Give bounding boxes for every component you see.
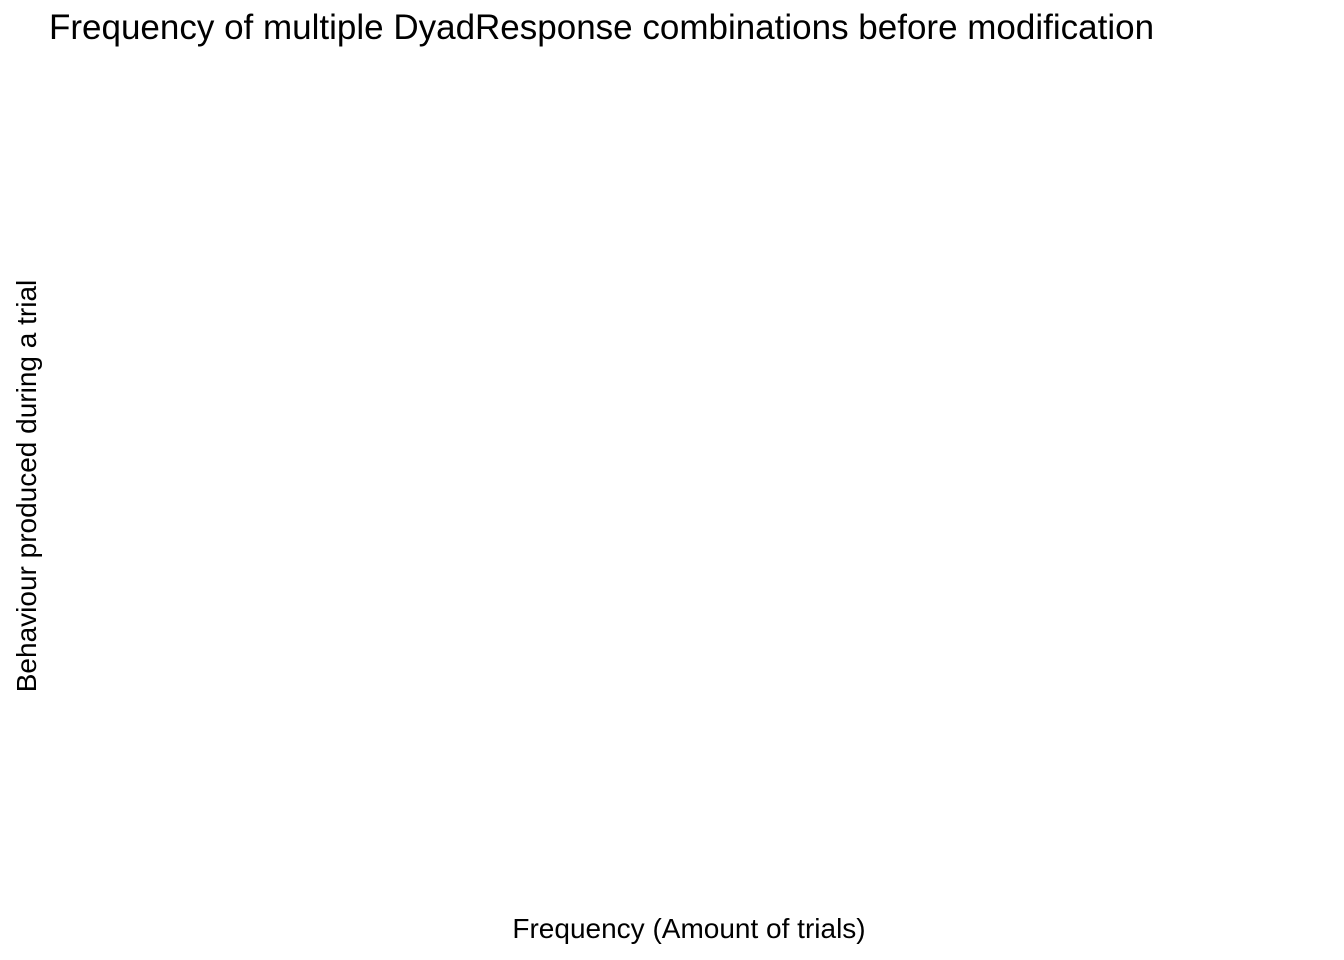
plot-area — [60, 60, 1320, 900]
x-axis-label: Frequency (Amount of trials) — [512, 913, 866, 944]
y-axis-label: Behaviour produced during a trial — [11, 279, 42, 693]
plot-svg — [60, 60, 1320, 900]
chart-title: Frequency of multiple DyadResponse combi… — [49, 8, 1155, 47]
